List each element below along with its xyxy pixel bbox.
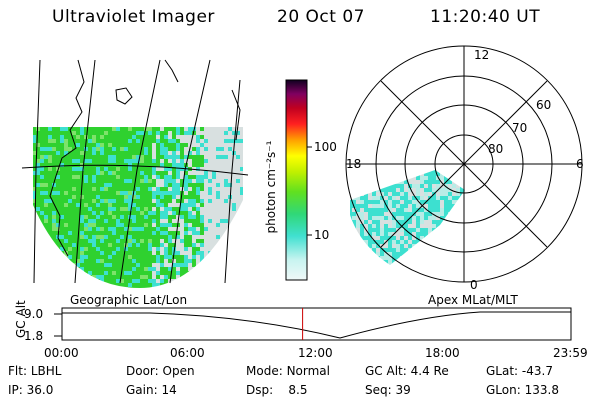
- coastline: [49, 59, 241, 257]
- header-date: 20 Oct 07: [277, 7, 365, 27]
- colorbar-label-10: 10: [314, 228, 330, 242]
- polar-panel-label: Apex MLat/MLT: [428, 293, 518, 307]
- info-gc-alt: GC Alt: 4.4 Re: [365, 364, 449, 378]
- info-door: Door: Open: [126, 364, 195, 378]
- lat-label-80: 80: [488, 142, 504, 156]
- polar-grid: [345, 45, 583, 283]
- info-seq: Seq: 39: [365, 383, 411, 397]
- mlt-label-right: 6: [576, 157, 584, 171]
- timeline-xtick-1: 06:00: [170, 346, 205, 360]
- timeline-xtick-2: 12:00: [298, 346, 333, 360]
- info-ip: IP: 36.0: [8, 383, 54, 397]
- info-glat: GLat: -43.7: [486, 364, 553, 378]
- mlt-label-bottom: 0: [470, 278, 478, 292]
- colorbar-unit-label: photon cm⁻²s⁻¹: [264, 140, 278, 234]
- info-glon: GLon: 133.8: [486, 383, 559, 397]
- timeline-ytick-high: 9.0: [24, 307, 44, 321]
- info-mode: Mode: Normal: [246, 364, 330, 378]
- colorbar-label-100: 100: [314, 140, 337, 154]
- header-time: 11:20:40 UT: [430, 7, 541, 27]
- mlt-label-top: 12: [474, 48, 490, 62]
- timeline-plot: [54, 307, 572, 341]
- geo-panel-label: Geographic Lat/Lon: [70, 293, 188, 307]
- geo-image: [33, 127, 243, 288]
- mlt-label-left: 18: [346, 157, 362, 171]
- timeline-xtick-4: 23:59: [553, 346, 588, 360]
- lat-label-70: 70: [512, 121, 528, 135]
- timeline-xtick-0: 00:00: [44, 346, 79, 360]
- geo-gridlines: [21, 59, 249, 284]
- timeline-ytick-low: 1.8: [24, 329, 44, 343]
- info-gain: Gain: 14: [126, 383, 177, 397]
- timeline-xtick-3: 18:00: [425, 346, 460, 360]
- colorbar: [285, 79, 308, 281]
- app-title: Ultraviolet Imager: [52, 7, 215, 27]
- info-dsp: Dsp: 8.5: [246, 383, 308, 397]
- info-flt: Flt: LBHL: [8, 364, 62, 378]
- lat-label-60: 60: [536, 98, 552, 112]
